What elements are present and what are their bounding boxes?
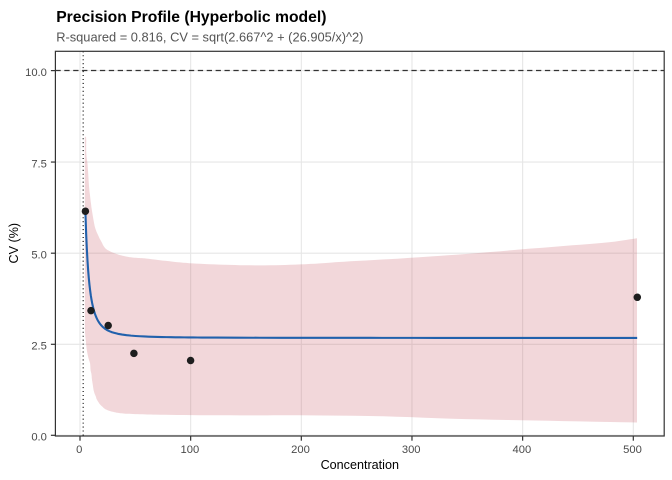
svg-text:0: 0 (76, 444, 82, 456)
svg-text:7.5: 7.5 (31, 158, 47, 170)
svg-text:R-squared = 0.816, CV = sqrt(2: R-squared = 0.816, CV = sqrt(2.667^2 + (… (56, 29, 363, 44)
svg-text:200: 200 (291, 444, 310, 456)
svg-text:CV (%): CV (%) (7, 223, 21, 264)
svg-text:Concentration: Concentration (321, 458, 399, 472)
svg-text:500: 500 (623, 444, 642, 456)
svg-text:0.0: 0.0 (31, 432, 47, 444)
svg-text:10.0: 10.0 (25, 67, 47, 79)
svg-text:100: 100 (181, 444, 200, 456)
svg-text:2.5: 2.5 (31, 341, 47, 353)
svg-text:300: 300 (402, 444, 421, 456)
svg-text:Precision Profile (Hyperbolic: Precision Profile (Hyperbolic model) (56, 9, 326, 26)
svg-text:400: 400 (513, 444, 532, 456)
svg-text:5.0: 5.0 (31, 250, 47, 262)
